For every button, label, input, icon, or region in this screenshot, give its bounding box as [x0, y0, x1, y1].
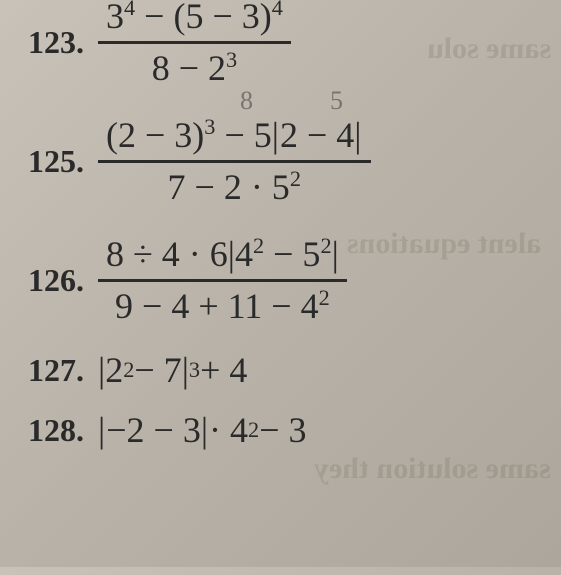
problem-number: 128.: [10, 412, 84, 449]
exponent: 3: [226, 47, 237, 72]
exponent: 4: [272, 0, 283, 20]
bleed-text: same solution they: [314, 452, 551, 486]
fraction: 8 ÷ 4 · 6|42 − 52| 9 − 4 + 11 − 42: [98, 230, 347, 331]
pencil-mark: 8: [240, 86, 253, 116]
problem-number: 123.: [10, 24, 84, 61]
expression: |22 − 7|3 + 4: [98, 349, 247, 391]
problem-number: 125.: [10, 143, 84, 180]
denominator: 7 − 2 · 52: [160, 163, 309, 212]
expression: 34 − (5 − 3)4 8 − 23: [98, 0, 291, 93]
exponent: 4: [124, 0, 135, 20]
fraction: (2 − 3)3 − 52 − 4 7 − 2 · 52: [98, 111, 371, 212]
term: − (5 − 3): [135, 0, 272, 36]
abs-close: |: [182, 349, 189, 391]
problem-number: 127.: [10, 352, 84, 389]
term: − 5: [215, 115, 271, 155]
term: 4: [235, 234, 253, 274]
exponent: 2: [320, 233, 331, 258]
numerator: (2 − 3)3 − 52 − 4: [98, 111, 371, 160]
problem-128: 128. −2 − 3 · 42 − 3: [10, 409, 551, 451]
absolute-value: −2 − 3: [98, 409, 209, 451]
denominator: 8 − 23: [144, 44, 245, 93]
expression: (2 − 3)3 − 52 − 4 7 − 2 · 52: [98, 111, 371, 212]
term: − 3: [259, 409, 306, 451]
exponent: 2: [290, 166, 301, 191]
expression: −2 − 3 · 42 − 3: [98, 409, 307, 451]
term: 8 − 2: [152, 48, 226, 88]
term: − 5: [264, 234, 320, 274]
term: − 7: [134, 349, 181, 391]
problem-number: 126.: [10, 262, 84, 299]
expression: 8 ÷ 4 · 6|42 − 52| 9 − 4 + 11 − 42: [98, 230, 347, 331]
fraction: 34 − (5 − 3)4 8 − 23: [98, 0, 291, 93]
term: 3: [106, 0, 124, 36]
problem-126: 126. 8 ÷ 4 · 6|42 − 52| 9 − 4 + 11 − 42: [10, 230, 551, 331]
term: + 4: [200, 349, 247, 391]
exponent: 3: [204, 114, 215, 139]
numerator: 8 ÷ 4 · 6|42 − 52|: [98, 230, 347, 279]
exponent: 2: [253, 233, 264, 258]
denominator: 9 − 4 + 11 − 42: [107, 282, 338, 331]
term: 8 ÷ 4 · 6: [106, 234, 228, 274]
abs-open: |: [98, 349, 105, 391]
term: 9 − 4 + 11 − 4: [115, 286, 319, 326]
page: same solu alent equations same solution …: [0, 0, 561, 451]
term: 2: [105, 349, 123, 391]
pencil-mark: 5: [330, 86, 343, 116]
term: · 4: [209, 409, 248, 451]
problem-123: 123. 34 − (5 − 3)4 8 − 23: [10, 0, 551, 93]
abs-close: |: [332, 234, 339, 274]
problem-127: 127. |22 − 7|3 + 4: [10, 349, 551, 391]
numerator: 34 − (5 − 3)4: [98, 0, 291, 41]
term: 7 − 2 · 5: [168, 167, 290, 207]
absolute-value: 2 − 4: [272, 115, 363, 155]
problem-125: 125. (2 − 3)3 − 52 − 4 7 − 2 · 52: [10, 111, 551, 212]
abs-open: |: [228, 234, 235, 274]
term: (2 − 3): [106, 115, 204, 155]
exponent: 2: [319, 285, 330, 310]
